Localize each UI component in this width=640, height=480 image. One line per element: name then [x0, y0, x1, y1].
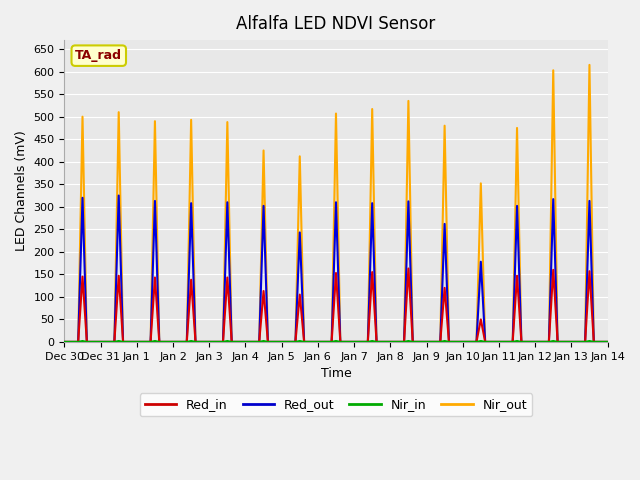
Red_out [604, 339, 611, 345]
Nir_out [115, 109, 122, 115]
Title: Alfalfa LED NDVI Sensor: Alfalfa LED NDVI Sensor [236, 15, 436, 33]
Line: Red_in: Red_in [65, 268, 607, 342]
Nir_in [350, 339, 358, 345]
Line: Nir_in: Nir_in [65, 341, 607, 342]
Red_in [509, 339, 516, 345]
Red_out [115, 192, 122, 198]
Red_out [119, 339, 127, 345]
Red_in [115, 273, 122, 278]
Red_in [404, 265, 412, 271]
Red_in [436, 339, 444, 345]
Nir_out [409, 339, 417, 345]
Red_out [422, 339, 430, 345]
Legend: Red_in, Red_out, Nir_in, Nir_out: Red_in, Red_out, Nir_in, Nir_out [140, 394, 532, 417]
Y-axis label: LED Channels (mV): LED Channels (mV) [15, 131, 28, 252]
Red_in [422, 339, 430, 345]
Red_in [604, 339, 611, 345]
Red_out [260, 203, 268, 209]
Nir_in [119, 339, 127, 345]
Red_out [61, 339, 68, 345]
Red_out [509, 339, 516, 345]
Line: Red_out: Red_out [65, 195, 607, 342]
Red_out [436, 339, 444, 345]
Nir_out [350, 339, 358, 345]
Nir_out [604, 339, 611, 345]
Red_in [350, 339, 358, 345]
Nir_in [61, 339, 68, 345]
Nir_out [255, 339, 263, 345]
Nir_in [509, 339, 516, 345]
Nir_out [61, 339, 68, 345]
Nir_in [436, 339, 444, 345]
Red_out [350, 339, 358, 345]
Red_in [61, 339, 68, 345]
Red_in [255, 339, 263, 345]
Nir_in [260, 338, 268, 344]
Nir_in [79, 338, 86, 344]
Nir_in [422, 339, 430, 345]
Text: TA_rad: TA_rad [76, 49, 122, 62]
X-axis label: Time: Time [321, 367, 351, 380]
Nir_out [422, 339, 430, 345]
Nir_out [586, 62, 593, 68]
Line: Nir_out: Nir_out [65, 65, 607, 342]
Nir_out [495, 339, 503, 345]
Nir_in [604, 339, 611, 345]
